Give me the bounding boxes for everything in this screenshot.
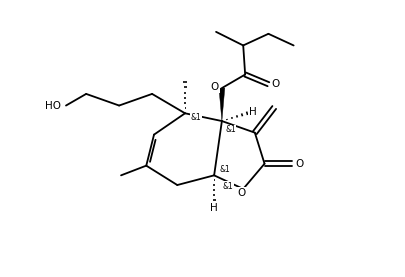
Text: HO: HO	[45, 101, 61, 111]
Text: O: O	[211, 82, 219, 92]
Text: O: O	[295, 159, 304, 169]
Polygon shape	[219, 88, 225, 121]
Text: H: H	[210, 202, 218, 212]
Text: O: O	[237, 188, 245, 198]
Text: O: O	[271, 79, 279, 89]
Text: H: H	[249, 107, 256, 117]
Text: &1: &1	[222, 182, 233, 191]
Text: &1: &1	[225, 125, 236, 134]
Text: &1: &1	[190, 113, 201, 122]
Text: &1: &1	[220, 165, 230, 174]
